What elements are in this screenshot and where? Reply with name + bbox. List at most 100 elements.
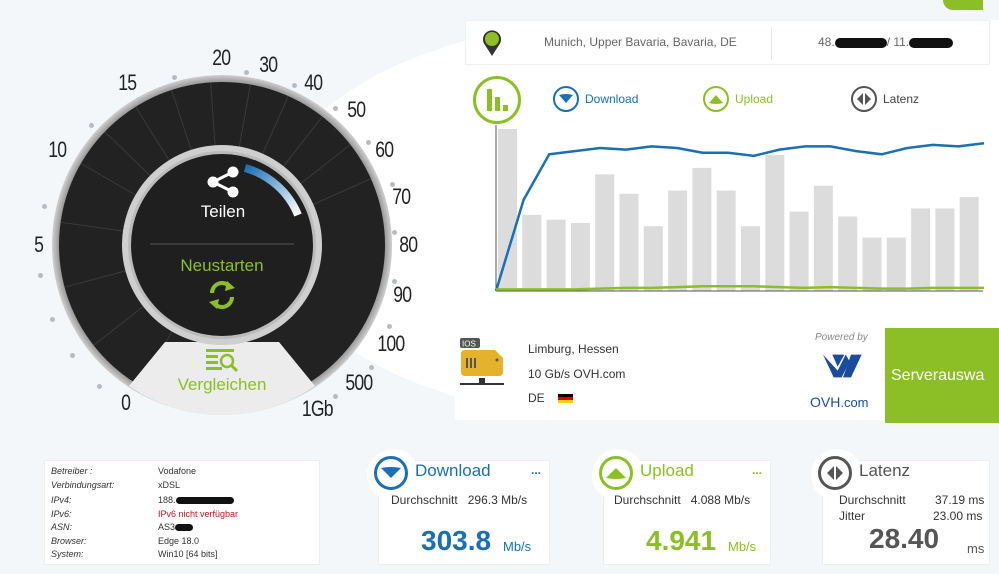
server-country: DE <box>528 391 574 405</box>
legend-download[interactable]: Download <box>553 86 638 112</box>
upload-value: 4.941 <box>646 525 717 556</box>
legend-download-label: Download <box>585 92 639 106</box>
coordinates: 48. / 11. <box>818 35 954 49</box>
ipv4-prefix: 188. <box>158 495 176 505</box>
info-row: IPv4: 188. <box>51 494 313 508</box>
scale-dot <box>50 317 55 322</box>
scale-label: 50 <box>347 97 366 122</box>
scale-label: 30 <box>259 52 278 77</box>
bar-chart-icon <box>487 89 508 111</box>
upload-title: Upload <box>640 461 694 480</box>
scale-dot <box>390 182 395 187</box>
latency-unit: ms <box>967 541 985 556</box>
upload-arrow-icon <box>703 86 729 112</box>
scale-dot <box>366 140 371 145</box>
download-result-card: Download ... Durchschnitt 296.3 Mb/s 303… <box>367 449 550 565</box>
info-value: 188. <box>158 494 234 508</box>
scale-dot <box>172 75 177 80</box>
upload-line <box>496 285 984 291</box>
scale-label: 100 <box>377 331 405 356</box>
server-info-panel: IOS Limburg, Hessen 10 Gb/s OVH.com DE P… <box>455 328 885 420</box>
upload-average: Durchschnitt 4.088 Mb/s <box>614 493 750 507</box>
scale-dot <box>392 230 397 235</box>
legend-upload[interactable]: Upload <box>703 86 773 112</box>
scale-label: 20 <box>212 45 231 70</box>
share-label: Teilen <box>200 202 246 221</box>
restart-button[interactable]: Neustarten <box>170 256 274 317</box>
connection-info: Betreiber : Vodafone Verbindungsart: xDSL … <box>44 460 320 565</box>
scale-label: 1Gb <box>301 396 334 421</box>
download-value: 303.8 <box>421 525 492 556</box>
info-key: ASN: <box>51 522 73 532</box>
scale-label: 80 <box>399 232 418 257</box>
info-key: Verbindungsart: <box>51 479 115 490</box>
asn-prefix: AS3 <box>158 522 176 532</box>
info-key: IPv4: <box>51 495 72 505</box>
menu-corner-tab[interactable] <box>943 0 983 10</box>
scale-label: 0 <box>121 390 131 415</box>
download-unit: Mb/s <box>503 539 532 554</box>
info-value: Vodafone <box>158 466 197 476</box>
download-arrow-icon <box>553 86 579 112</box>
scale-dot <box>38 273 43 278</box>
latency-icon <box>851 86 877 112</box>
share-button[interactable]: Teilen <box>195 165 251 245</box>
server-icon: IOS <box>460 338 504 385</box>
info-key: Betreiber : <box>51 466 93 476</box>
scale-dot <box>89 123 94 128</box>
upload-result-card: Upload ... Durchschnitt 4.088 Mb/s 4.941… <box>592 449 771 565</box>
scale-label: 5 <box>34 232 44 257</box>
info-row: ASN: AS3 <box>51 521 313 535</box>
progress-arc <box>243 164 302 217</box>
redacted-block <box>909 37 954 48</box>
info-row: Betreiber : Vodafone <box>51 465 313 479</box>
info-key: IPv6: <box>51 508 72 519</box>
germany-flag-icon <box>558 394 574 404</box>
latency-result-card: Latenz Durchschnitt 37.19 ms Jitter 23.0… <box>811 449 990 565</box>
compare-search-icon <box>206 349 239 373</box>
scale-dot <box>42 204 47 209</box>
latency-avg-label: Durchschnitt <box>839 493 906 507</box>
location-pin-icon <box>483 30 501 56</box>
chart-toggle-button[interactable] <box>473 76 521 124</box>
info-row: Verbindungsart: xDSL <box>51 479 313 493</box>
compare-button[interactable]: Vergleichen <box>168 347 276 395</box>
ipv6-status: IPv6 nicht verfügbar <box>158 508 239 519</box>
scale-dot <box>387 324 392 329</box>
redacted-block <box>834 37 887 48</box>
scale-dot <box>333 394 338 399</box>
info-value: AS3 <box>158 521 194 535</box>
legend-latency[interactable]: Latenz <box>851 86 919 112</box>
scale-label: 60 <box>375 137 394 162</box>
info-key: System: <box>51 549 84 559</box>
server-provider: 10 Gb/s OVH.com <box>528 367 626 381</box>
divider <box>771 27 772 60</box>
server-country-code: DE <box>528 391 545 405</box>
scale-dot <box>392 279 397 284</box>
latency-title: Latenz <box>859 461 911 480</box>
avg-value: 4.088 Mb/s <box>690 493 751 507</box>
upload-more-button[interactable]: ... <box>751 463 762 477</box>
chart-panel: Download Upload Latenz <box>465 70 990 320</box>
download-more-button[interactable]: ... <box>530 463 541 477</box>
jitter-label: Jitter <box>839 509 866 523</box>
svg-text:IOS: IOS <box>462 340 476 349</box>
info-row: System: Win10 [64 bits] <box>51 548 313 562</box>
scale-dot <box>369 365 374 370</box>
longitude-prefix: / 11. <box>886 35 910 49</box>
share-icon <box>207 166 239 198</box>
gauge-dial <box>52 75 392 416</box>
scale-label: 10 <box>48 137 67 162</box>
info-value: xDSL <box>158 479 181 490</box>
avg-label: Durchschnitt <box>391 493 458 507</box>
speed-gauge: Teilen Neustarten Vergleichen <box>0 20 460 440</box>
upload-unit: Mb/s <box>728 539 757 554</box>
avg-label: Durchschnitt <box>614 493 681 507</box>
download-line <box>495 142 985 292</box>
scale-dot <box>244 70 249 75</box>
download-average: Durchschnitt 296.3 Mb/s <box>391 493 527 507</box>
compare-segment <box>129 342 315 416</box>
location-text: Munich, Upper Bavaria, Bavaria, DE <box>544 35 737 49</box>
scale-dot <box>70 353 75 358</box>
server-select-button[interactable]: Serverauswa <box>885 328 999 423</box>
